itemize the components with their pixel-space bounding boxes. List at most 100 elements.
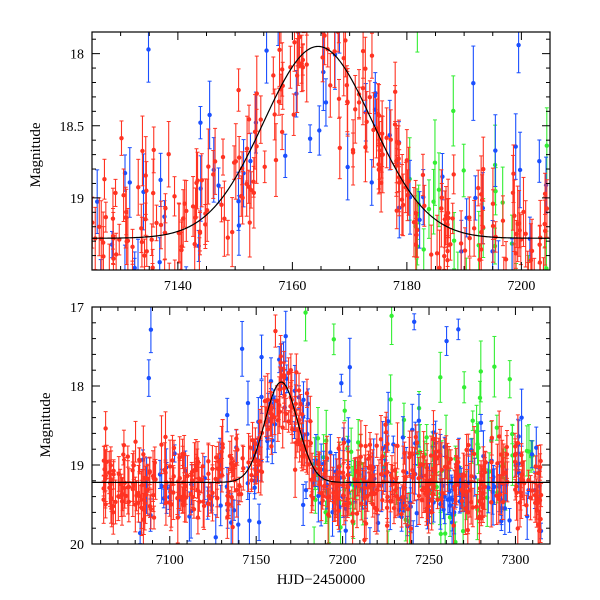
top-blue-point: [369, 180, 374, 185]
top-red-point: [542, 191, 548, 197]
top-red-point: [437, 265, 442, 270]
top-red-point: [465, 312, 469, 316]
bottom-red-point: [273, 328, 278, 334]
bottom-red-point: [445, 465, 450, 470]
top-series-red: [92, 32, 550, 316]
bottom-blue-point: [414, 510, 419, 516]
bottom-blue-point: [444, 338, 449, 344]
bottom-red-point: [286, 370, 291, 376]
bottom-red-point: [413, 434, 419, 440]
top-red-point: [526, 270, 530, 274]
bottom-red-point: [259, 469, 265, 475]
top-blue-point: [248, 158, 253, 164]
top-red-point: [480, 224, 486, 230]
top-panel: Magnitude 7140 7160 7180 7200 18 18.5 19: [28, 21, 551, 316]
top-blue-point: [321, 69, 326, 75]
bottom-red-point: [372, 491, 378, 496]
bottom-red-point: [409, 452, 415, 457]
bottom-blue-point: [456, 327, 461, 332]
bottom-blue-point: [442, 494, 447, 499]
bottom-blue-point: [300, 502, 306, 508]
top-red-point: [143, 173, 148, 178]
top-red-point: [544, 206, 550, 211]
bottom-red-point: [451, 523, 456, 528]
bottom-blue-point: [534, 445, 539, 450]
bottom-red-point: [384, 523, 390, 528]
bottom-red-point: [435, 497, 440, 502]
top-red-point: [222, 216, 227, 221]
top-red-point: [367, 94, 373, 100]
top-red-point: [356, 100, 362, 105]
top-xtick-label: 7200: [507, 279, 535, 294]
top-red-point: [246, 184, 251, 189]
bottom-red-point: [482, 484, 487, 489]
bottom-red-point: [405, 507, 411, 512]
top-red-point: [445, 210, 451, 216]
bottom-red-point: [141, 452, 146, 457]
top-green-point: [431, 199, 436, 204]
bottom-green-point: [507, 377, 512, 382]
bottom-red-point: [343, 502, 349, 507]
bottom-red-point: [167, 464, 173, 469]
bottom-red-point: [220, 445, 225, 450]
top-blue-point: [307, 136, 313, 141]
bottom-red-point: [408, 526, 414, 531]
bottom-red-point: [535, 522, 541, 527]
top-red-point: [478, 192, 484, 197]
top-red-point: [380, 152, 385, 157]
bottom-blue-point: [524, 513, 530, 519]
top-red-point: [448, 242, 453, 247]
top-blue-point: [337, 21, 341, 25]
bottom-red-point: [188, 491, 193, 497]
top-blue-point: [253, 120, 259, 125]
bottom-red-point: [459, 498, 465, 504]
bottom-red-point: [163, 500, 169, 506]
bottom-red-point: [384, 430, 389, 435]
bottom-red-point: [195, 515, 201, 520]
bottom-red-point: [439, 467, 444, 473]
bottom-series-red: [101, 314, 544, 544]
top-blue-point: [516, 42, 521, 48]
top-green-point: [461, 168, 466, 173]
bottom-red-point: [276, 409, 281, 415]
bottom-blue-point: [347, 364, 353, 370]
top-red-point: [271, 73, 276, 78]
top-red-point: [411, 219, 417, 225]
top-red-point: [231, 160, 237, 165]
bottom-blue-point: [259, 394, 264, 400]
top-data-points: [92, 21, 550, 316]
bottom-red-point: [533, 464, 538, 469]
top-red-point: [100, 240, 106, 245]
top-blue-point: [510, 272, 514, 276]
bottom-red-point: [421, 454, 426, 460]
top-red-point: [150, 275, 154, 279]
top-red-point: [197, 270, 201, 274]
bottom-red-point: [178, 494, 184, 500]
top-blue-point: [98, 292, 102, 296]
bottom-red-point: [317, 466, 322, 472]
bottom-red-point: [304, 391, 310, 396]
bottom-red-point: [111, 472, 116, 477]
bottom-red-point: [213, 455, 219, 460]
top-red-point: [136, 185, 141, 190]
bottom-red-point: [317, 482, 322, 487]
bottom-green-point: [460, 528, 466, 534]
bottom-green-point: [424, 435, 429, 440]
bottom-blue-point: [516, 434, 521, 439]
top-red-point: [181, 216, 186, 221]
top-red-point: [225, 235, 231, 240]
top-red-point: [276, 99, 282, 104]
top-blue-point: [236, 199, 241, 204]
bottom-red-point: [532, 493, 538, 498]
top-red-point: [277, 47, 282, 53]
top-red-point: [107, 270, 111, 274]
top-red-point: [388, 137, 393, 142]
top-red-point: [375, 111, 381, 117]
bottom-red-point: [494, 493, 499, 498]
bottom-red-point: [474, 504, 479, 510]
top-red-point: [360, 85, 366, 91]
bottom-red-point: [352, 476, 357, 482]
top-red-point: [434, 251, 440, 256]
bottom-blue-point: [385, 419, 391, 424]
top-red-point: [479, 247, 484, 252]
